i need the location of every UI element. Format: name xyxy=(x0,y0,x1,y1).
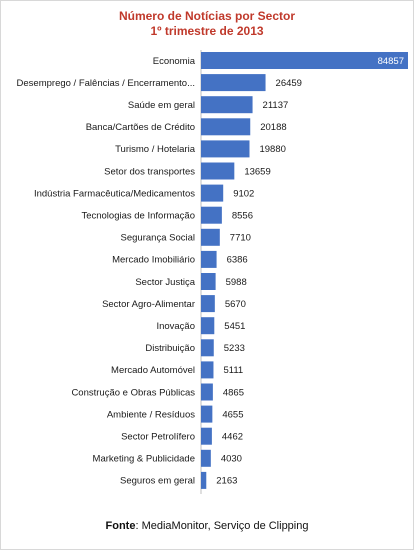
bar xyxy=(201,250,217,268)
bar xyxy=(201,184,224,202)
data-label: 26459 xyxy=(276,78,302,89)
data-label: 4462 xyxy=(222,432,243,443)
data-label: 2163 xyxy=(216,476,237,487)
category-label: Seguros em geral xyxy=(120,476,195,487)
bar xyxy=(201,118,251,136)
bar xyxy=(201,449,211,467)
data-label: 5233 xyxy=(224,343,245,354)
bar xyxy=(201,405,213,423)
category-label: Inovação xyxy=(156,321,195,332)
source-label: Fonte xyxy=(105,520,136,532)
data-label: 21137 xyxy=(263,100,289,111)
data-label: 8556 xyxy=(232,211,253,222)
category-label: Segurança Social xyxy=(121,233,195,244)
category-label: Desemprego / Falências / Encerramento... xyxy=(17,78,195,89)
category-label: Saúde em geral xyxy=(128,100,195,111)
bar xyxy=(201,427,212,445)
category-label: Tecnologias de Informação xyxy=(81,211,195,222)
data-label: 13659 xyxy=(244,166,270,177)
bar xyxy=(201,339,214,357)
data-label: 4865 xyxy=(223,387,244,398)
data-label: 5111 xyxy=(223,365,243,376)
category-label: Turismo / Hotelaria xyxy=(115,144,196,155)
category-label: Mercado Automóvel xyxy=(111,365,195,376)
source-note: Fonte: MediaMonitor, Serviço de Clipping xyxy=(0,520,414,532)
bar xyxy=(201,317,215,335)
category-label: Setor dos transportes xyxy=(104,166,195,177)
data-label: 9102 xyxy=(233,188,254,199)
category-label: Construção e Obras Públicas xyxy=(71,387,195,398)
category-label: Sector Petrolífero xyxy=(121,432,195,443)
source-text: : MediaMonitor, Serviço de Clipping xyxy=(135,520,309,532)
data-label: 5451 xyxy=(224,321,245,332)
bar xyxy=(201,206,222,224)
data-label: 4030 xyxy=(221,454,242,465)
bar xyxy=(201,74,266,92)
category-label: Indústria Farmacêutica/Medicamentos xyxy=(34,188,195,199)
data-label: 6386 xyxy=(227,255,248,266)
chart-subtitle: 1º trimestre de 2013 xyxy=(150,24,263,38)
bar xyxy=(201,273,216,290)
bar xyxy=(201,471,207,489)
category-label: Distribuição xyxy=(145,343,195,354)
bar xyxy=(201,140,250,158)
bar xyxy=(201,96,253,114)
bar xyxy=(201,228,220,246)
category-label: Sector Agro-Alimentar xyxy=(102,299,195,310)
category-label: Economia xyxy=(153,56,196,67)
bar-chart: Número de Notícias por Sector 1º trimest… xyxy=(17,9,408,494)
data-label: 7710 xyxy=(230,233,251,244)
category-label: Ambiente / Resíduos xyxy=(107,409,195,420)
bar xyxy=(201,295,215,313)
data-label: 5988 xyxy=(226,277,247,288)
data-label: 20188 xyxy=(260,122,286,133)
bar xyxy=(201,52,408,69)
category-label: Marketing & Publicidade xyxy=(93,454,195,465)
category-label: Banca/Cartões de Crédito xyxy=(86,122,195,133)
data-label: 19880 xyxy=(259,144,285,155)
data-label: 5670 xyxy=(225,299,246,310)
category-label: Mercado Imobiliário xyxy=(112,255,195,266)
data-label: 4655 xyxy=(222,409,243,420)
chart-title: Número de Notícias por Sector xyxy=(119,9,295,23)
bar xyxy=(201,383,213,401)
category-label: Sector Justiça xyxy=(135,277,195,288)
bar xyxy=(201,361,214,379)
data-label: 84857 xyxy=(378,56,404,67)
bar xyxy=(201,162,235,180)
